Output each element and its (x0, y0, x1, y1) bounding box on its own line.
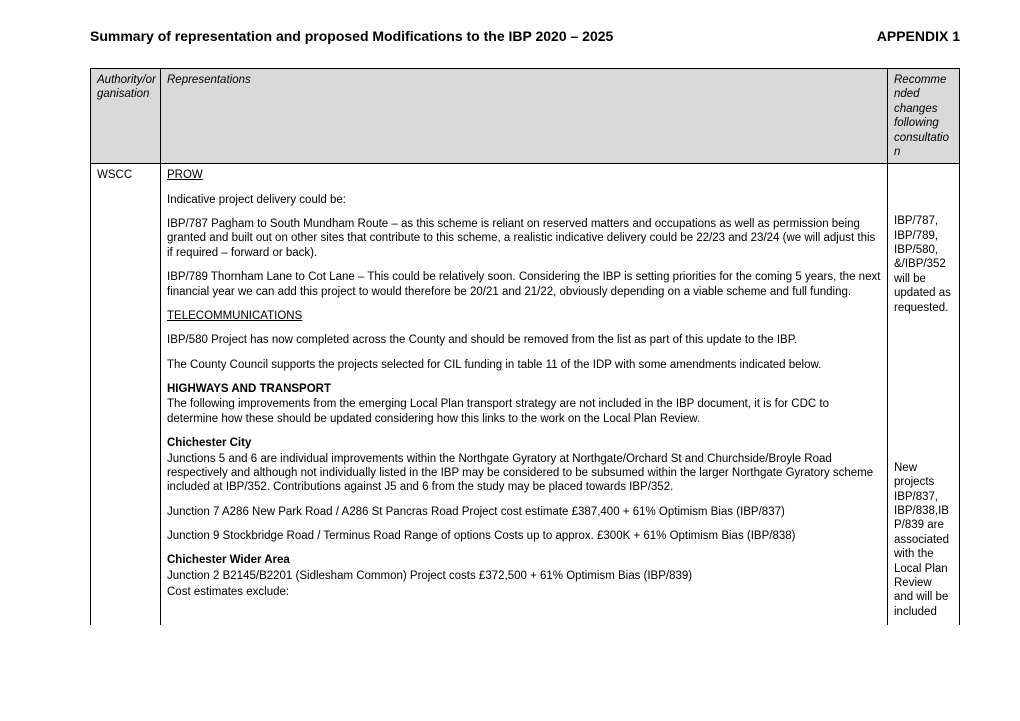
page-title: Summary of representation and proposed M… (90, 28, 613, 44)
city-p2: Junction 7 A286 New Park Road / A286 St … (167, 505, 881, 519)
city-p3: Junction 9 Stockbridge Road / Terminus R… (167, 529, 881, 543)
city-p1: Junctions 5 and 6 are individual improve… (167, 452, 881, 495)
city-heading: Chichester City (167, 436, 881, 450)
hwy-heading: HIGHWAYS AND TRANSPORT (167, 382, 881, 396)
rec-p2: New projects IBP/837, IBP/838,IB P/839 a… (894, 461, 953, 619)
cell-recommended: IBP/787, IBP/789, IBP/580, &/IBP/352 wil… (888, 164, 960, 625)
hwy-p1: The following improvements from the emer… (167, 397, 881, 426)
prow-intro: Indicative project delivery could be: (167, 193, 881, 207)
col-header-representations: Representations (161, 69, 888, 164)
document-page: Summary of representation and proposed M… (0, 0, 1020, 645)
col-header-recommended: Recomme nded changes following consultat… (888, 69, 960, 164)
prow-p1: IBP/787 Pagham to South Mundham Route – … (167, 217, 881, 260)
wider-p1: Junction 2 B2145/B2201 (Sidlesham Common… (167, 569, 881, 583)
appendix-label: APPENDIX 1 (877, 28, 960, 44)
table-header-row: Authority/or ganisation Representations … (91, 69, 960, 164)
prow-p2: IBP/789 Thornham Lane to Cot Lane – This… (167, 270, 881, 299)
telecom-p2: The County Council supports the projects… (167, 358, 881, 372)
wider-p2: Cost estimates exclude: (167, 585, 881, 599)
cell-authority: WSCC (91, 164, 161, 625)
telecom-p1: IBP/580 Project has now completed across… (167, 333, 881, 347)
page-header: Summary of representation and proposed M… (90, 28, 960, 44)
rec-p1: IBP/787, IBP/789, IBP/580, &/IBP/352 wil… (894, 214, 953, 315)
representations-table: Authority/or ganisation Representations … (90, 68, 960, 625)
table-row: WSCC PROW Indicative project delivery co… (91, 164, 960, 625)
telecom-heading: TELECOMMUNICATIONS (167, 309, 881, 323)
prow-heading: PROW (167, 168, 881, 182)
wider-heading: Chichester Wider Area (167, 553, 881, 567)
col-header-authority: Authority/or ganisation (91, 69, 161, 164)
cell-representations: PROW Indicative project delivery could b… (161, 164, 888, 625)
